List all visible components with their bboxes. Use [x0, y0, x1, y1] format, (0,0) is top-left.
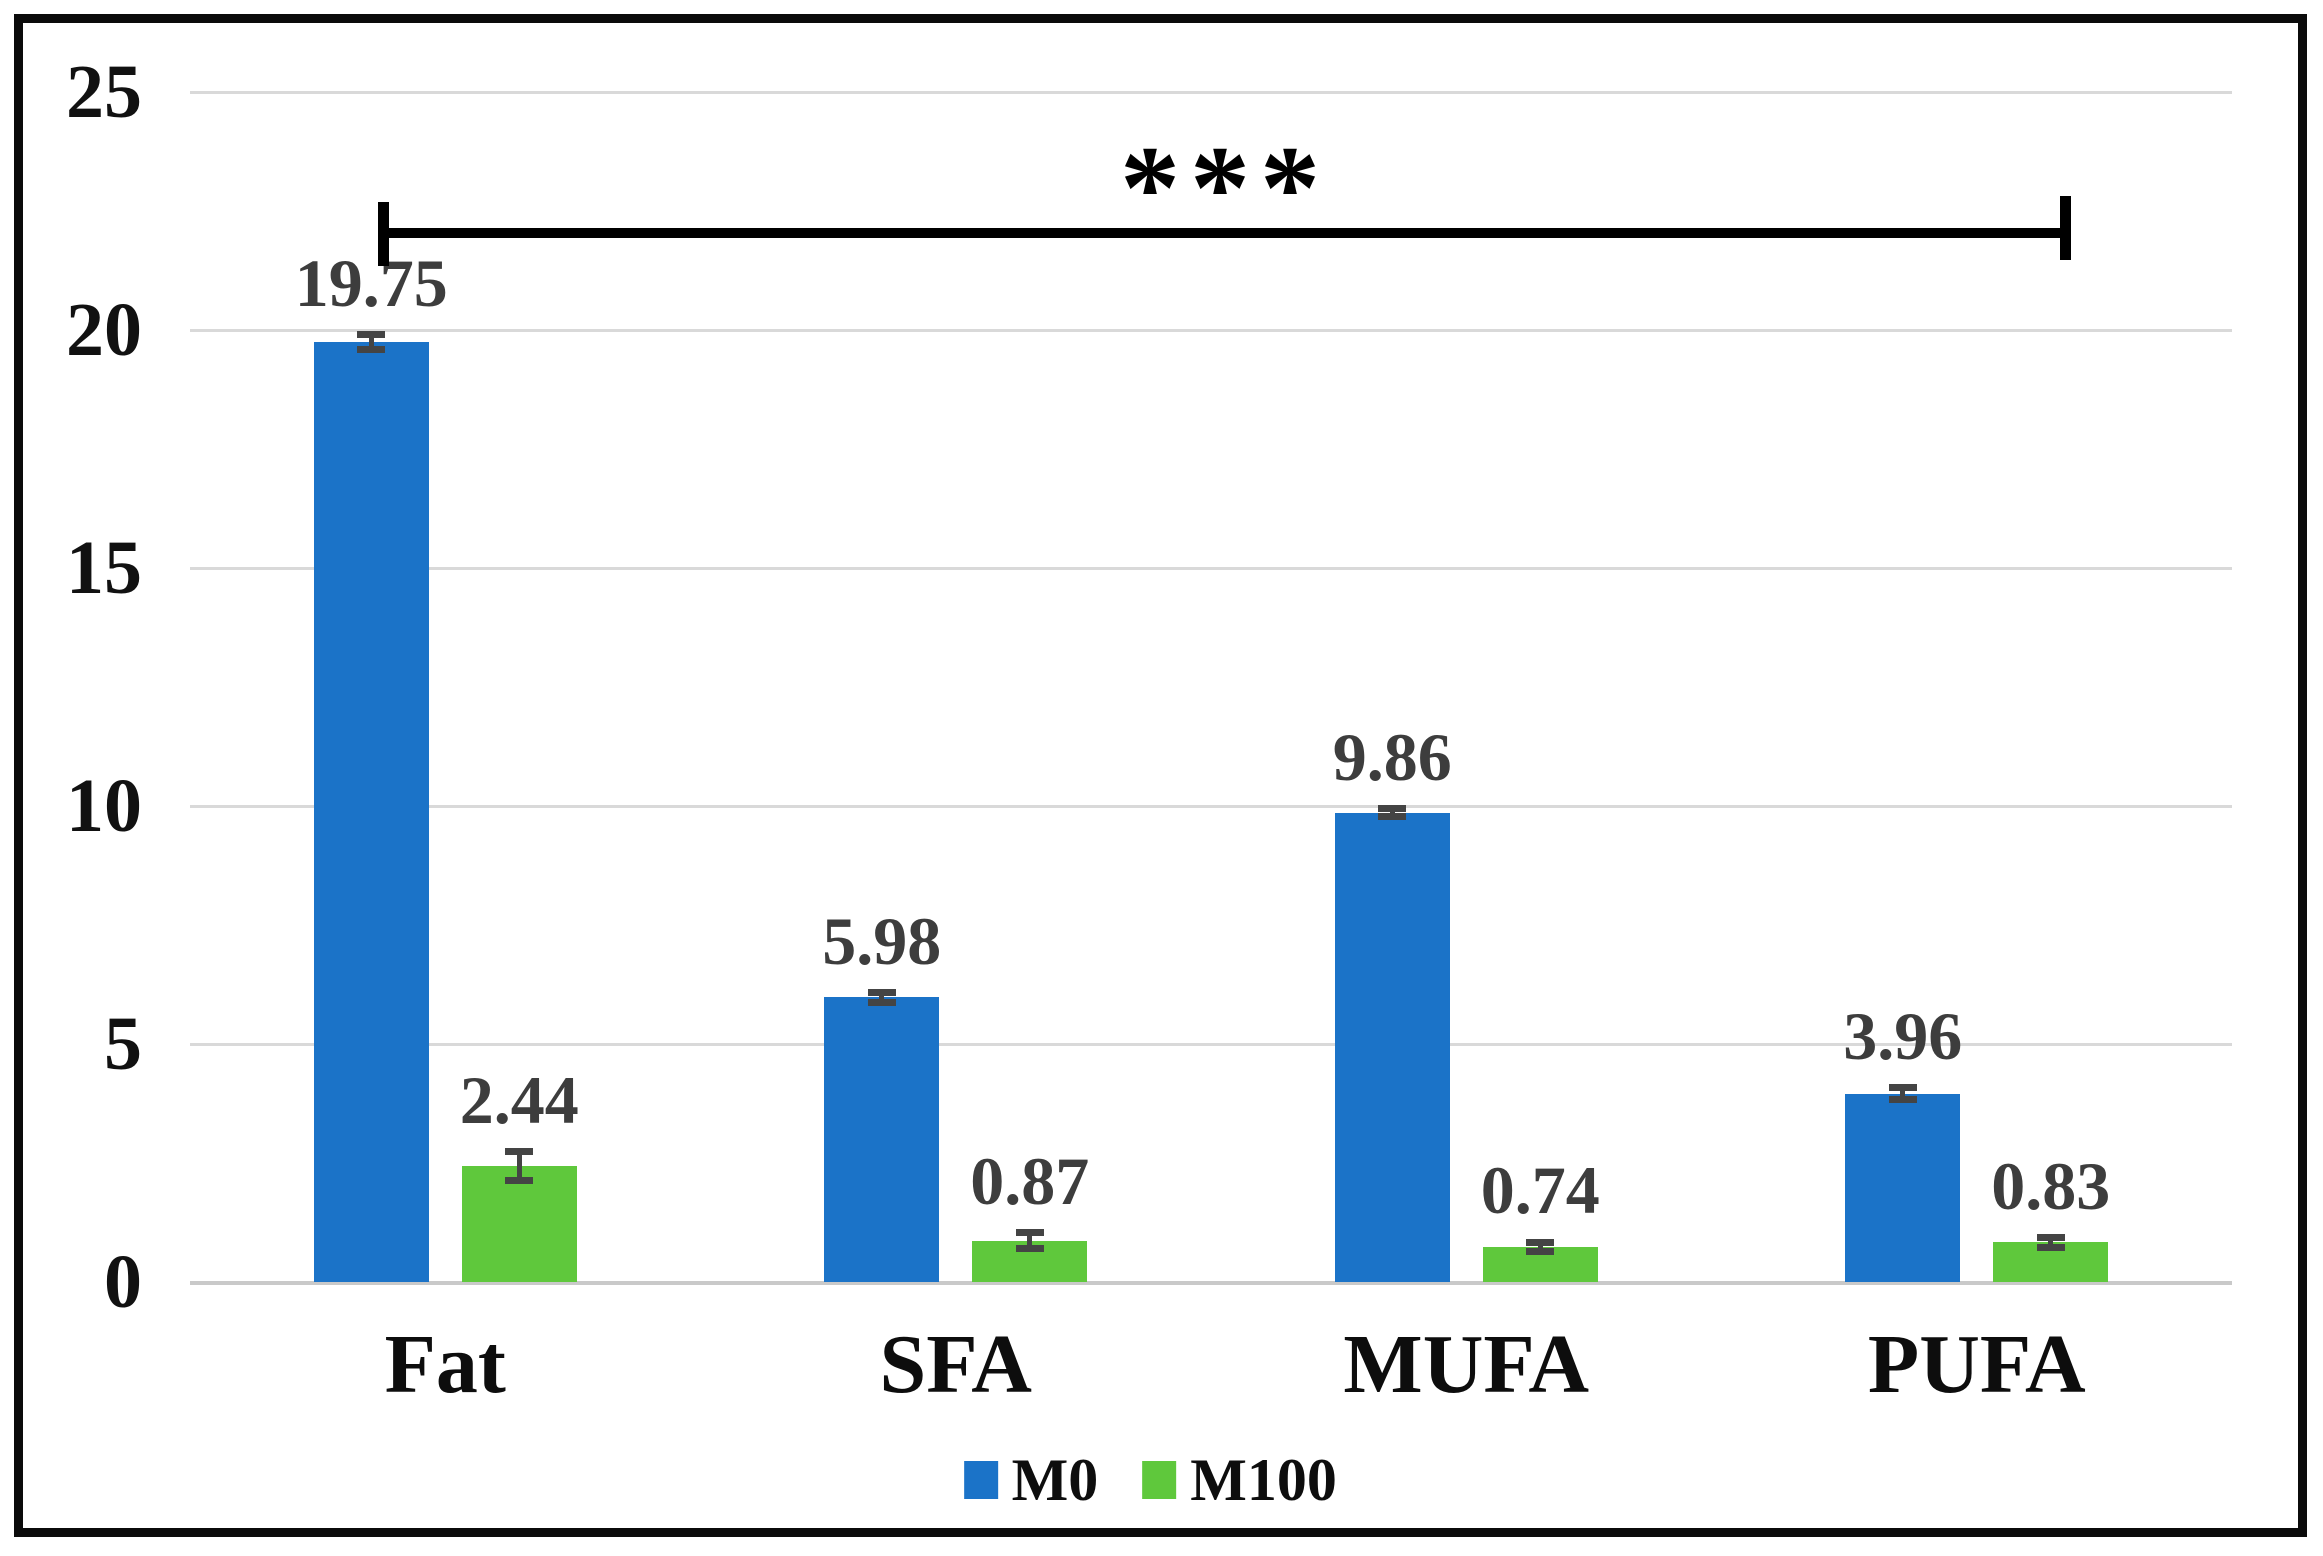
category-label-sfa: SFA: [879, 1318, 1032, 1411]
legend-swatch-m100: [1142, 1461, 1177, 1499]
value-label: 3.96: [1843, 997, 1963, 1074]
gridline: [190, 328, 2232, 332]
gridline: [190, 90, 2232, 94]
x-axis-line: [190, 1280, 2232, 1285]
error-bar: [516, 1151, 522, 1181]
error-bar-cap: [1526, 1238, 1555, 1246]
bar-m0-sfa: [824, 997, 940, 1282]
bar-m0-pufa: [1845, 1093, 1961, 1282]
bar-m100-fat: [461, 1165, 577, 1282]
error-bar: [1900, 1087, 1906, 1100]
error-bar-cap: [2036, 1234, 2065, 1242]
error-bar-cap: [357, 345, 386, 353]
error-bar-cap: [1015, 1244, 1044, 1252]
error-bar-cap: [1888, 1084, 1917, 1092]
y-axis-tick-label: 20: [66, 288, 142, 372]
error-bar: [1027, 1232, 1033, 1249]
value-label: 0.83: [1991, 1147, 2111, 1224]
chart-legend: M0 M100: [963, 1447, 1337, 1513]
error-bar-cap: [867, 989, 896, 997]
bar-m0-mufa: [1334, 812, 1450, 1282]
category-label-fat: Fat: [384, 1318, 506, 1411]
error-bar: [368, 334, 374, 350]
error-bar-cap: [357, 331, 386, 339]
error-bar: [1389, 808, 1395, 817]
y-axis-tick-label: 10: [66, 764, 142, 848]
chart-outer-border: [14, 14, 2307, 1537]
error-bar-cap: [505, 1176, 534, 1184]
legend-label-m100: M100: [1190, 1447, 1337, 1513]
legend-item-m0: M0: [963, 1447, 1099, 1513]
error-bar: [1537, 1242, 1543, 1252]
value-label: 19.75: [294, 244, 448, 321]
error-bar-cap: [1378, 805, 1407, 813]
category-label-mufa: MUFA: [1343, 1318, 1590, 1411]
legend-label-m0: M0: [1011, 1447, 1099, 1513]
error-bar-cap: [867, 998, 896, 1006]
gridline: [190, 1042, 2232, 1046]
value-label: 9.86: [1332, 718, 1452, 795]
significance-bracket-right-tick: [2060, 196, 2071, 260]
error-bar: [879, 992, 885, 1003]
error-bar-cap: [2036, 1243, 2065, 1251]
error-bar-cap: [1888, 1095, 1917, 1103]
legend-swatch-m0: [963, 1461, 998, 1499]
legend-item-m100: M100: [1142, 1450, 1337, 1510]
error-bar-cap: [1526, 1248, 1555, 1256]
category-label-pufa: PUFA: [1867, 1318, 2086, 1411]
y-axis-tick-label: 5: [104, 1002, 142, 1086]
significance-stars-label: ***: [1120, 121, 1330, 254]
error-bar-cap: [1015, 1229, 1044, 1237]
significance-bracket-left-tick: [378, 202, 389, 266]
bar-m0-fat: [313, 341, 429, 1282]
significance-bracket-line: [383, 228, 2066, 238]
gridline: [190, 804, 2232, 808]
y-axis-tick-label: 15: [66, 526, 142, 610]
error-bar-cap: [1378, 813, 1407, 821]
error-bar: [2048, 1237, 2054, 1248]
value-label: 0.87: [970, 1142, 1090, 1219]
value-label: 5.98: [822, 902, 942, 979]
value-label: 2.44: [459, 1061, 579, 1138]
y-axis-tick-label: 0: [104, 1240, 142, 1324]
y-axis-tick-label: 25: [66, 50, 142, 134]
value-label: 0.74: [1480, 1152, 1600, 1229]
gridline: [190, 566, 2232, 570]
error-bar-cap: [505, 1148, 534, 1156]
